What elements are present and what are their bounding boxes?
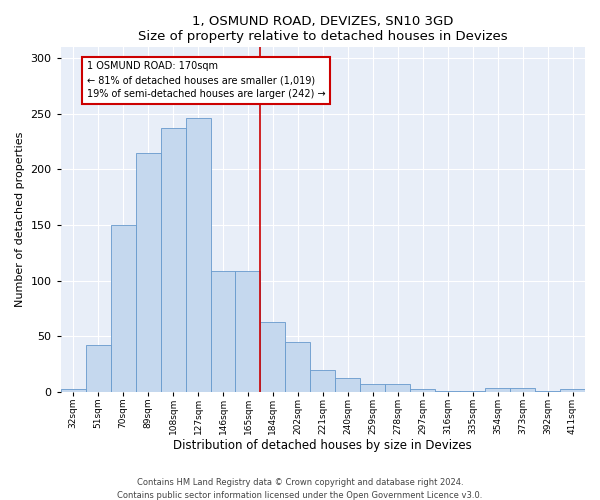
Bar (136, 152, 161, 392)
Bar (260, 322, 286, 392)
Bar (335, 378, 361, 392)
X-axis label: Distribution of detached houses by size in Devizes: Distribution of detached houses by size … (173, 440, 472, 452)
Title: 1, OSMUND ROAD, DEVIZES, SN10 3GD
Size of property relative to detached houses i: 1, OSMUND ROAD, DEVIZES, SN10 3GD Size o… (138, 15, 508, 43)
Bar (61, 388, 86, 392)
Bar (535, 391, 560, 392)
Bar (86, 346, 110, 392)
Bar (385, 384, 410, 392)
Bar (510, 388, 535, 392)
Bar (560, 388, 585, 392)
Bar (235, 270, 260, 392)
Bar (211, 270, 235, 392)
Text: 1 OSMUND ROAD: 170sqm
← 81% of detached houses are smaller (1,019)
19% of semi-d: 1 OSMUND ROAD: 170sqm ← 81% of detached … (87, 62, 326, 100)
Bar (161, 128, 185, 392)
Bar (410, 388, 435, 392)
Bar (361, 384, 385, 392)
Bar (286, 342, 310, 392)
Bar (435, 391, 460, 392)
Bar (310, 370, 335, 392)
Bar (110, 225, 136, 392)
Y-axis label: Number of detached properties: Number of detached properties (15, 132, 25, 307)
Text: Contains HM Land Registry data © Crown copyright and database right 2024.
Contai: Contains HM Land Registry data © Crown c… (118, 478, 482, 500)
Bar (185, 118, 211, 392)
Bar (460, 391, 485, 392)
Bar (485, 388, 510, 392)
